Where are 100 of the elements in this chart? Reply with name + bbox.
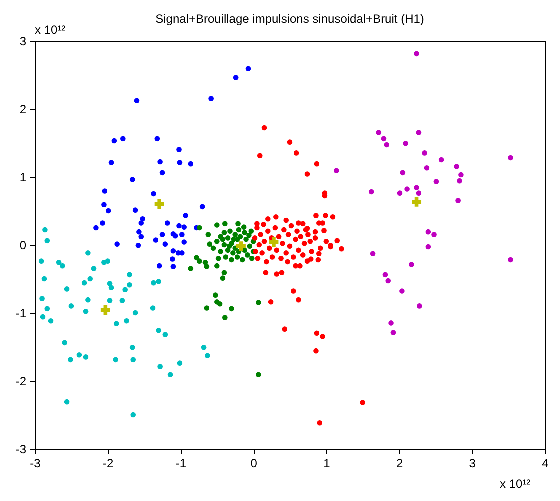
point bbox=[122, 287, 128, 293]
x-tick-label: 0 bbox=[250, 456, 258, 470]
point bbox=[154, 199, 164, 209]
point bbox=[390, 330, 396, 336]
point bbox=[223, 254, 229, 260]
point bbox=[236, 227, 242, 233]
point bbox=[162, 332, 168, 338]
point bbox=[245, 252, 250, 258]
point bbox=[114, 242, 120, 247]
point bbox=[64, 399, 70, 405]
y-tick-label: -1 bbox=[16, 306, 27, 320]
point bbox=[107, 298, 113, 304]
point bbox=[434, 179, 440, 184]
point bbox=[170, 248, 176, 254]
point bbox=[400, 288, 405, 294]
point bbox=[426, 244, 432, 250]
point bbox=[229, 257, 234, 263]
point bbox=[44, 306, 50, 312]
point bbox=[194, 255, 200, 261]
point bbox=[216, 256, 222, 262]
point bbox=[457, 178, 462, 184]
point bbox=[382, 272, 388, 278]
point bbox=[454, 164, 460, 170]
point bbox=[100, 220, 106, 226]
point bbox=[200, 204, 206, 210]
point bbox=[197, 258, 202, 264]
point bbox=[201, 345, 207, 350]
point bbox=[384, 142, 390, 148]
point bbox=[246, 66, 252, 72]
point bbox=[153, 238, 159, 243]
point bbox=[182, 240, 188, 245]
point bbox=[156, 279, 162, 284]
point bbox=[508, 155, 514, 161]
point bbox=[170, 264, 176, 270]
point bbox=[249, 256, 255, 262]
y-tick-label: 2 bbox=[20, 102, 27, 116]
point bbox=[508, 257, 514, 263]
point bbox=[120, 136, 126, 142]
point bbox=[414, 51, 420, 57]
point bbox=[127, 282, 132, 288]
x-tick-label: -3 bbox=[30, 456, 42, 470]
point bbox=[130, 357, 136, 363]
point bbox=[108, 160, 114, 166]
point bbox=[136, 243, 142, 248]
point bbox=[138, 220, 144, 226]
x-tick-label: 3 bbox=[469, 456, 476, 470]
point bbox=[236, 242, 246, 252]
point bbox=[432, 232, 437, 238]
x-tick-label: -2 bbox=[103, 456, 114, 470]
point bbox=[60, 263, 66, 269]
point bbox=[414, 185, 420, 191]
point bbox=[48, 318, 54, 324]
point bbox=[108, 285, 114, 290]
point bbox=[105, 258, 111, 264]
point bbox=[132, 208, 138, 213]
point bbox=[42, 227, 48, 233]
point bbox=[232, 232, 238, 238]
point bbox=[151, 191, 156, 197]
point bbox=[269, 238, 279, 248]
point bbox=[130, 177, 136, 182]
point bbox=[120, 298, 126, 304]
point bbox=[56, 260, 62, 266]
point bbox=[91, 266, 97, 272]
point bbox=[86, 297, 91, 303]
point bbox=[150, 306, 156, 311]
point bbox=[214, 238, 220, 244]
point bbox=[228, 228, 233, 234]
point bbox=[134, 98, 140, 104]
point bbox=[213, 292, 218, 298]
point bbox=[403, 141, 408, 146]
point bbox=[370, 251, 376, 256]
point bbox=[158, 159, 163, 165]
point bbox=[222, 221, 228, 227]
point bbox=[180, 232, 185, 238]
point bbox=[386, 278, 392, 284]
point bbox=[222, 242, 228, 248]
point bbox=[205, 353, 210, 358]
point bbox=[220, 276, 226, 281]
point bbox=[197, 225, 202, 231]
point bbox=[368, 189, 374, 195]
point bbox=[102, 188, 108, 194]
point bbox=[42, 276, 48, 282]
point bbox=[83, 354, 89, 360]
point bbox=[127, 272, 132, 278]
point bbox=[233, 75, 239, 80]
point bbox=[102, 202, 107, 208]
point bbox=[113, 357, 119, 363]
point bbox=[204, 306, 210, 311]
point bbox=[38, 258, 44, 264]
point bbox=[106, 208, 112, 214]
point bbox=[217, 302, 223, 307]
y-tick-label: -2 bbox=[16, 374, 27, 388]
point bbox=[424, 166, 430, 171]
point bbox=[226, 244, 232, 249]
point bbox=[229, 306, 234, 312]
point bbox=[244, 236, 249, 242]
point bbox=[206, 232, 212, 238]
point bbox=[138, 234, 144, 240]
point bbox=[214, 222, 220, 228]
point bbox=[218, 249, 224, 254]
